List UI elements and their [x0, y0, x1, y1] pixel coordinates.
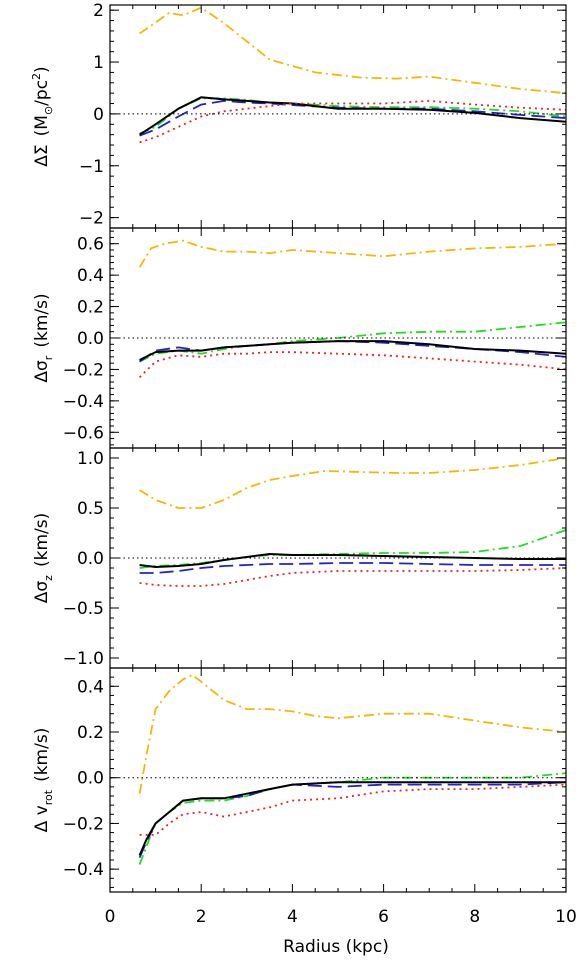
series-line-solid-3 [139, 553, 566, 568]
ylabel-unit: (km/s) [32, 728, 52, 782]
series-line-solid-3 [139, 96, 566, 136]
x-tick-label: 4 [287, 907, 298, 927]
x-tick-label: 8 [469, 907, 480, 927]
y-tick-label: −0.2 [63, 814, 104, 834]
y-tick-label: −0.2 [63, 360, 104, 380]
yticks-delta-sigma-r: −0.6 −0.4 −0.2 0.0 0.2 0.4 0.6 [63, 230, 566, 446]
ylabel-unit: (km/s) [32, 293, 52, 347]
y-tick-label: 0.2 [77, 298, 104, 318]
x-axis-label: Radius (kpc) [283, 937, 389, 957]
panel-delta-vrot: −0.4 −0.2 0.0 0.2 0.4 Δ vrot (km/s) [32, 667, 567, 893]
series-layer-delta-sigma-r [138, 239, 566, 378]
yticks-delta-sigma-z: −1.0 −0.5 0.0 0.5 1.0 [63, 447, 566, 669]
x-tick-labels: 0 2 4 6 8 10 [105, 907, 577, 927]
ylabel-delta-sigma: ΔΣ (M⊙/pc2) [30, 66, 55, 166]
ylabel-delta-sigma-r: Δσr (km/s) [32, 293, 55, 382]
y-tick-label: 1 [93, 53, 104, 73]
series-line-dotted-4 [139, 783, 566, 836]
ylabel-sub: z [42, 575, 55, 581]
series-line-dashdot-0 [138, 239, 566, 268]
y-tick-label: 0.0 [77, 329, 104, 349]
y-tick-label: −0.4 [63, 860, 104, 880]
y-tick-label: −1 [79, 157, 104, 177]
ylabel-unit: (M [32, 115, 52, 136]
x-tick-label: 0 [105, 907, 116, 927]
y-tick-label: 0.2 [77, 723, 104, 743]
y-tick-label: −0.5 [63, 599, 104, 619]
ylabel-main: Δ v [32, 805, 52, 832]
series-line-solid-3 [139, 340, 566, 361]
series-line-longdash-2 [139, 562, 566, 574]
panel-delta-sigma-r: −0.6 −0.4 −0.2 0.0 0.2 0.4 0.6 Δσr (km/s) [32, 227, 567, 449]
ylabel-unit2: /pc [32, 80, 52, 106]
panel-frame [109, 667, 567, 893]
x-tick-label: 2 [196, 907, 207, 927]
series-line-dashdot-0 [139, 457, 566, 509]
panel-delta-sigma-z: −1.0 −0.5 0.0 0.5 1.0 Δσz (km/s) [32, 447, 567, 669]
series-line-longdash-2 [138, 781, 566, 859]
x-tick-label: 10 [555, 907, 577, 927]
ylabel-sup: 2 [30, 73, 43, 80]
yticks-delta-vrot: −0.4 −0.2 0.0 0.2 0.4 [63, 667, 566, 888]
y-tick-label: 1.0 [77, 449, 104, 469]
series-layer-delta-sigma-z [139, 457, 566, 587]
y-tick-label: −0.4 [63, 392, 104, 412]
ylabel-delta-sigma-z: Δσz (km/s) [32, 513, 55, 603]
ylabel-unit: (km/s) [32, 513, 52, 567]
series-layer-delta-sigma [139, 6, 566, 144]
ylabel-delta-vrot: Δ vrot (km/s) [32, 728, 55, 833]
series-line-dotted-4 [138, 351, 566, 378]
ylabel-sub: rot [42, 789, 55, 805]
y-tick-label: 0.4 [77, 677, 104, 697]
series-line-dotted-4 [139, 567, 566, 587]
ylabel-main: ΔΣ [32, 144, 52, 166]
y-tick-label: 0 [93, 105, 104, 125]
series-line-longdash-2 [139, 100, 566, 137]
series-line-dashdot-0 [139, 6, 566, 95]
y-tick-label: −2 [79, 209, 104, 229]
y-tick-label: 0.0 [77, 769, 104, 789]
ylabel-main: Δσ [32, 360, 52, 383]
y-tick-label: 2 [93, 1, 104, 21]
ylabel-main: Δσ [32, 581, 52, 604]
series-line-longdash-2 [139, 340, 566, 363]
series-line-dashdot-0 [138, 674, 566, 794]
ylabel-end: ) [32, 66, 52, 73]
y-tick-label: 0.5 [77, 499, 104, 519]
ylabel-sub: r [42, 355, 55, 360]
y-tick-label: 0.0 [77, 549, 104, 569]
y-tick-label: −0.6 [63, 423, 104, 443]
y-tick-label: 0.4 [77, 266, 104, 286]
series-layer-delta-vrot [138, 674, 566, 865]
y-tick-label: 0.6 [77, 235, 104, 255]
x-tick-label: 6 [378, 907, 389, 927]
series-line-solid-3 [138, 781, 566, 856]
ylabel-sub: ⊙ [42, 106, 55, 115]
y-tick-label: −1.0 [63, 649, 104, 669]
